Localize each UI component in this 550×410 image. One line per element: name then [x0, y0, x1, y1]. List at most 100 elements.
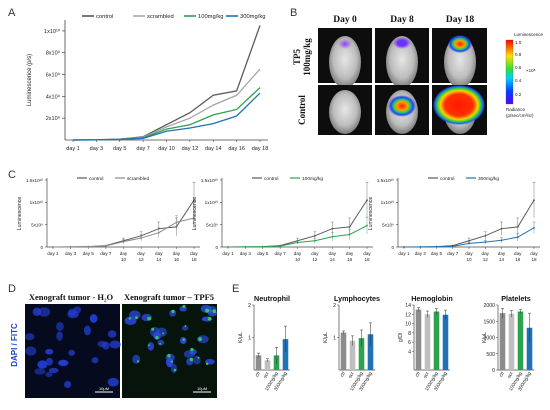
x-tick-label: day 5	[431, 251, 443, 256]
legend-label: control	[264, 176, 278, 182]
data-point	[484, 241, 487, 243]
x-tick-label: 18	[364, 257, 370, 262]
microscopy-title-tpf5: Xenograft tumor – TPF5	[124, 292, 214, 302]
x-tick-label: day 3	[65, 251, 77, 256]
data-point	[193, 199, 195, 202]
y-tick-label: 6x10⁹	[46, 72, 60, 79]
y-tick-label: 4x10⁹	[46, 93, 60, 100]
nucleus	[45, 348, 54, 355]
legend-label: control	[440, 176, 454, 182]
x-tick-label: day	[514, 251, 522, 256]
x-tick-label: day	[498, 251, 506, 256]
day-header-0: Day 0	[333, 15, 357, 25]
bar-100mg-kg	[358, 338, 365, 370]
x-tick-label: 16	[174, 257, 180, 262]
x-category-label: ctl	[414, 371, 422, 378]
nucleus	[58, 359, 69, 367]
bar-300mg-kg	[282, 339, 289, 370]
y-axis-label: Luminescence (p/s)	[27, 54, 33, 106]
nucleus	[109, 340, 121, 349]
fitc-signal	[159, 342, 162, 345]
y-tick-label: 1x10¹⁰	[205, 200, 218, 205]
x-tick-label: day	[294, 251, 302, 256]
data-point	[500, 227, 503, 230]
data-point	[533, 199, 535, 202]
x-tick-label: day 5	[257, 251, 269, 256]
data-point	[500, 239, 503, 242]
x-tick-label: day 7	[100, 251, 112, 256]
x-tick-label: day	[329, 251, 337, 256]
y-tick-label: 5x10⁹	[31, 222, 43, 227]
y-tick-label: 1.5x10¹⁰	[26, 178, 43, 183]
nucleus	[89, 314, 98, 323]
fitc-signal	[136, 360, 140, 363]
x-tick-label: day	[190, 251, 198, 256]
nucleus	[38, 307, 51, 317]
microscopy-image-tpf5: 10μM	[122, 304, 218, 398]
fitc-signal	[207, 316, 212, 321]
x-category-label: ctl	[254, 371, 262, 378]
fitc-signal	[162, 332, 164, 335]
panel-a-line-chart: 2x10⁹ 4x10⁹ 6x10⁹ 8x10⁹ 1x10¹⁰ day 1 day 3 day …	[27, 14, 268, 152]
panel-c-chart-100mg: 0 5x10⁹ 1x10¹⁰ 1.5x10¹⁰ day 1 day 3 day 5 day 7…	[192, 176, 373, 262]
bar-300mg-kg	[526, 327, 533, 370]
fitc-signal	[128, 317, 132, 320]
colorbar-unit-label: Radiance	[506, 107, 526, 112]
y-tick-label: 4	[408, 349, 411, 355]
data-point	[244, 246, 247, 248]
x-tick-label: 18	[191, 257, 197, 262]
image-tp5-day8	[375, 28, 429, 88]
x-tick-label: day	[346, 251, 354, 256]
y-tick-label: 10	[405, 322, 411, 328]
y-tick-label: 1x10¹⁰	[381, 200, 394, 205]
colorbar-tick: 0.8	[515, 52, 522, 57]
data-point	[516, 226, 519, 228]
legend-label: 100mg/kg	[198, 14, 223, 20]
x-tick-label: day 3	[90, 146, 103, 152]
y-axis-label: K/μL	[482, 332, 488, 343]
legend-label: 300mg/kg	[240, 14, 265, 20]
data-point	[331, 235, 334, 238]
x-tick-label: day	[311, 251, 319, 256]
data-point	[348, 233, 351, 236]
x-category-label: ctl	[339, 371, 347, 378]
scale-label: 10μM	[99, 386, 109, 391]
colorbar-tick: 1.0	[515, 40, 522, 45]
data-point	[468, 239, 470, 242]
panel-label-a: A	[8, 7, 16, 19]
x-category-label: scr	[347, 371, 356, 380]
data-point	[140, 237, 143, 239]
colorbar-tick: 0.2	[515, 92, 522, 97]
microscopy-side-label: DAPI / FITC	[10, 323, 19, 367]
fitc-signal	[173, 368, 177, 372]
nucleus	[68, 308, 76, 316]
bar-ctl	[415, 309, 422, 370]
y-tick-label: 1000	[483, 336, 495, 342]
data-point	[296, 241, 299, 244]
data-point	[227, 246, 229, 248]
image-control-day8	[375, 85, 429, 135]
y-axis-label: Luminescence	[192, 197, 198, 231]
fitc-signal	[197, 356, 200, 359]
fitc-signal	[171, 309, 175, 314]
y-tick-label: 2000	[483, 303, 495, 309]
y-tick-label: 0	[391, 245, 394, 250]
fitc-signal	[190, 347, 194, 352]
panel-d-microscopy: Xenograft tumor - H₂O Xenograft tumor – …	[10, 292, 218, 398]
x-tick-label: day	[465, 251, 473, 256]
x-category-label: scr	[506, 371, 515, 380]
nucleus	[147, 342, 155, 351]
legend-label: control	[89, 176, 103, 182]
nucleus	[56, 331, 63, 341]
x-tick-label: day 1	[66, 146, 79, 152]
fitc-signal	[205, 362, 209, 365]
x-tick-label: day	[482, 251, 490, 256]
nucleus	[157, 339, 165, 346]
bar-chart-title: Platelets	[501, 294, 531, 303]
data-point	[175, 221, 178, 224]
y-tick-label: 5x10⁹	[206, 222, 218, 227]
fitc-signal	[170, 360, 173, 363]
x-category-label: scr	[422, 371, 431, 380]
nucleus	[83, 325, 91, 336]
panel-label-d: D	[8, 283, 16, 295]
